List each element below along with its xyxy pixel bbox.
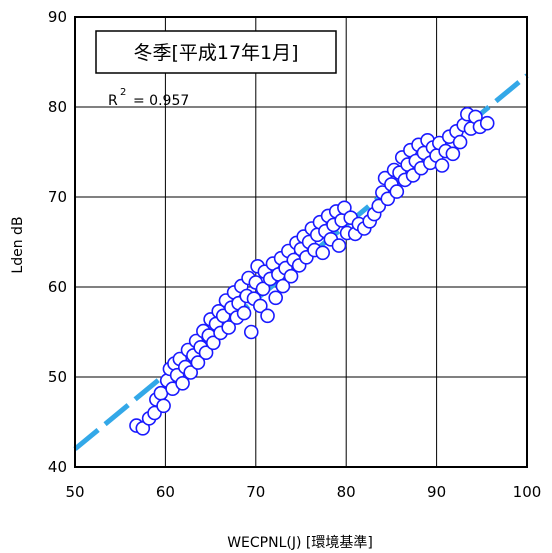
r2-superscript: 2 [120,87,126,98]
scatter-point [190,355,206,370]
x-tick-label: 70 [246,483,265,501]
title-box-frame [95,30,337,74]
x-tick-label: 80 [337,483,356,501]
r2-annotation: R 2 = 0.957 [108,87,189,109]
x-tick-label: 50 [65,483,84,501]
y-tick-label: 40 [48,458,67,476]
y-axis-label: Lden dB [10,216,26,273]
y-tick-label: 70 [48,188,67,206]
scatter-point [283,268,299,284]
y-tick-label: 50 [48,368,67,386]
scatter-point [275,278,291,294]
scatter-point [445,146,461,162]
r2-label: R [108,93,118,109]
r2-value: = 0.957 [133,93,189,109]
scatter-point [268,290,283,306]
scatter-point [315,245,330,261]
x-axis-label: WECPNL(J) [環境基準] [227,534,373,551]
plot-frame [74,16,528,468]
scatter-point [253,298,268,314]
scatter-point [452,134,468,150]
y-tick-label: 80 [48,98,67,116]
scatter-point [331,238,347,253]
tick-labels: 50 60 70 80 90 100 40 50 60 70 80 90 [48,8,541,501]
x-tick-label: 100 [513,483,542,501]
data-points [129,106,495,436]
scatter-point [389,184,405,199]
chart-title: 冬季[平成17年1月] [133,42,298,64]
scatter-point [479,115,495,131]
scatter-point [206,335,221,351]
title-box: 冬季[平成17年1月] [95,30,337,74]
scatter-point [260,308,275,324]
y-tick-label: 90 [48,8,67,26]
scatter-point [255,281,271,297]
scatter-point [183,365,199,380]
scatter-point [175,375,190,391]
x-tick-label: 60 [156,483,175,501]
scatter-point [198,345,214,361]
x-tick-label: 90 [427,483,446,501]
scatter-point [243,324,259,340]
scatter-point [156,398,171,414]
y-tick-label: 60 [48,278,67,296]
scatter-point [236,305,252,321]
scatter-point [221,320,236,335]
scatter-point [434,158,450,173]
